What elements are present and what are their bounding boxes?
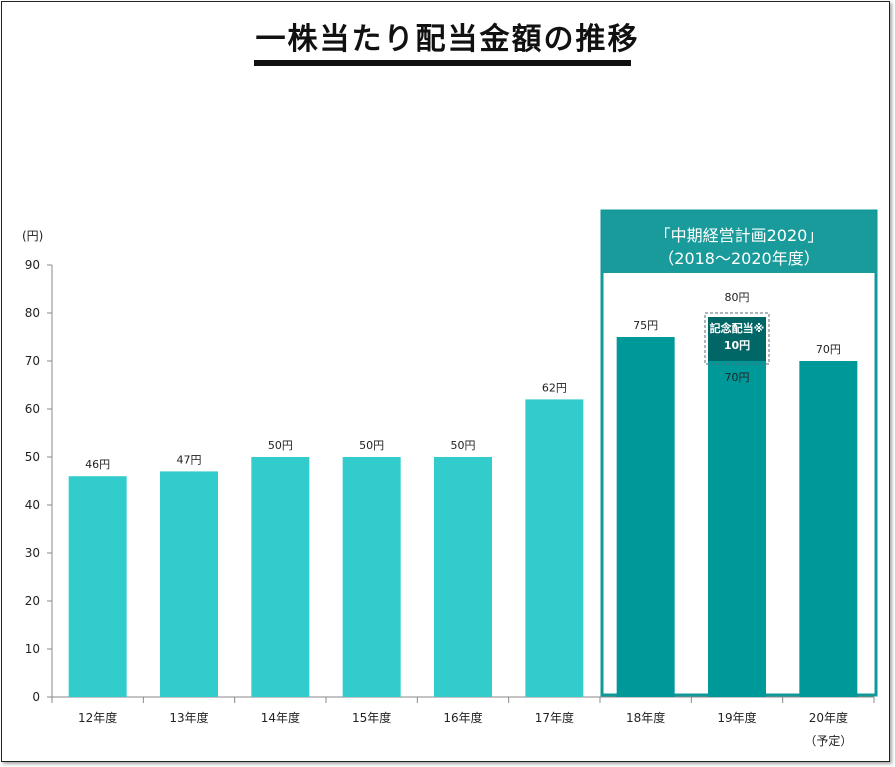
bar — [251, 457, 310, 697]
y-axis-label: (円) — [22, 229, 43, 243]
commemorative-dividend-bar — [708, 317, 766, 361]
y-tick-label: 10 — [25, 642, 40, 656]
bar — [708, 361, 766, 697]
chart-title: 一株当たり配当金額の推移 — [255, 22, 640, 57]
y-tick-label: 50 — [25, 450, 40, 464]
commemorative-dividend-value: 10円 — [724, 339, 750, 352]
title-underline — [254, 60, 631, 66]
x-tick-label: 15年度 — [352, 710, 391, 725]
plan-period-years: （2018～2020年度） — [658, 249, 819, 268]
bar — [68, 476, 127, 697]
bar-value-label: 50円 — [451, 439, 476, 452]
bar — [160, 471, 218, 697]
x-tick-label: 14年度 — [261, 710, 300, 725]
x-tick-label: 18年度 — [626, 710, 665, 725]
bar — [799, 361, 858, 697]
bar — [434, 457, 492, 697]
commemorative-dividend-outline — [704, 312, 770, 365]
bar — [525, 399, 584, 697]
bar — [342, 457, 401, 697]
plan-period-title: 「中期経営計画2020」 — [655, 226, 824, 245]
bar-value-label: 50円 — [268, 439, 293, 452]
plan-period-header — [602, 211, 876, 273]
x-tick-label: 19年度 — [717, 710, 756, 725]
y-tick-label: 30 — [25, 546, 40, 560]
y-tick-label: 80 — [25, 306, 40, 320]
y-tick-label: 90 — [25, 258, 40, 272]
x-tick-label: 16年度 — [443, 710, 482, 725]
bar — [616, 337, 675, 697]
y-tick-label: 70 — [25, 354, 40, 368]
y-tick-label: 60 — [25, 402, 40, 416]
bar-value-label: 75円 — [633, 319, 658, 332]
y-tick-label: 40 — [25, 498, 40, 512]
bar-value-label: 50円 — [359, 439, 384, 452]
commemorative-dividend-label: 記念配当※ — [710, 321, 765, 335]
bar-value-label: 47円 — [177, 453, 202, 466]
y-tick-label: 0 — [32, 690, 40, 704]
x-tick-label: 13年度 — [169, 710, 208, 725]
bar-value-label: 62円 — [542, 381, 567, 394]
x-tick-label: 12年度 — [78, 710, 117, 725]
x-tick-label: 20年度 — [809, 710, 848, 725]
y-tick-label: 20 — [25, 594, 40, 608]
bar-value-label: 70円 — [725, 371, 750, 384]
x-tick-label: 17年度 — [535, 710, 574, 725]
total-value-label: 80円 — [725, 291, 750, 304]
bar-value-label: 70円 — [816, 343, 841, 356]
x-tick-sublabel: （予定） — [804, 733, 852, 748]
bar-value-label: 46円 — [85, 458, 110, 471]
